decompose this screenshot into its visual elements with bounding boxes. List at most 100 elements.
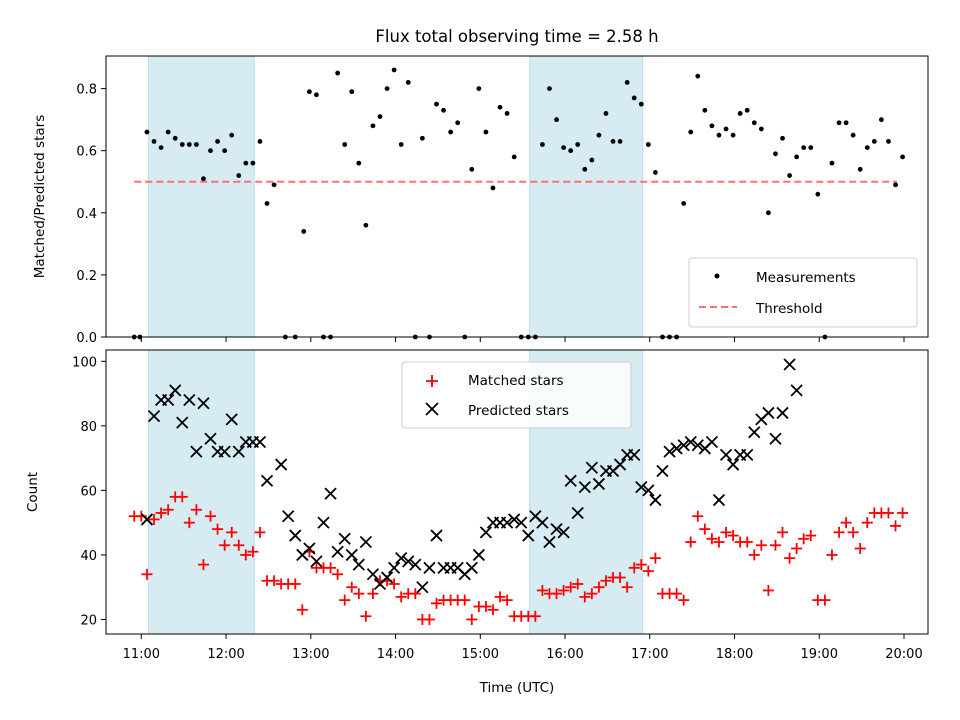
matched-star-point <box>791 542 803 554</box>
measurement-point <box>900 154 905 160</box>
measurement-point <box>455 120 461 126</box>
measurement-point <box>306 89 312 95</box>
shaded-interval <box>147 55 255 338</box>
measurement-point <box>850 132 856 138</box>
matched-star-point <box>600 575 612 587</box>
predicted-star-point <box>430 529 443 542</box>
predicted-star-point <box>352 558 365 571</box>
measurement-point <box>843 120 849 126</box>
x-tick-label: 16:00 <box>546 647 583 662</box>
measurement-point <box>172 135 178 141</box>
matched-star-point <box>621 581 633 593</box>
predicted-star-point <box>783 358 796 371</box>
predicted-star-point <box>557 526 570 539</box>
matched-star-point <box>254 526 266 538</box>
measurement-point <box>419 135 425 141</box>
measurement-point <box>751 120 757 126</box>
measurement-point <box>638 101 644 107</box>
predicted-star-point <box>536 516 549 529</box>
matched-star-point <box>579 591 591 603</box>
measurement-point <box>681 201 687 206</box>
top-y-axis-label: Matched/Predicted stars <box>32 115 48 278</box>
matched-star-point <box>614 572 626 584</box>
measurement-point <box>483 129 489 135</box>
predicted-star-point <box>776 406 789 420</box>
measurement-point <box>215 138 220 144</box>
predicted-star-point <box>387 561 401 574</box>
predicted-star-point <box>225 413 238 426</box>
matched-star-point <box>762 584 774 596</box>
measurement-point <box>144 129 150 135</box>
predicted-star-point <box>472 548 486 562</box>
predicted-star-point <box>642 484 655 497</box>
predicted-star-point <box>508 513 521 526</box>
matched-star-point <box>212 523 224 535</box>
y-tick-label: 20 <box>80 613 97 628</box>
bottom-x-ticks: 11:00 12:00 13:00 14:00 15:00 16:00 17:00 18:00… <box>123 634 923 662</box>
y-tick-label: 100 <box>72 355 97 370</box>
predicted-star-point <box>613 458 627 471</box>
measurement-point <box>829 160 835 166</box>
measurement-point <box>370 123 376 129</box>
measurement-point <box>377 114 383 119</box>
measurement-point <box>490 185 496 191</box>
measurement-point <box>716 132 722 138</box>
measurement-point <box>179 142 185 147</box>
measurement-point <box>165 129 171 135</box>
x-tick-label: 20:00 <box>885 647 922 662</box>
measurements-legend-marker <box>714 273 720 279</box>
matched-star-point <box>798 533 810 545</box>
matched-star-point <box>430 597 442 609</box>
measurement-point <box>335 70 341 76</box>
predicted-star-point <box>310 555 323 568</box>
matched-star-point <box>148 513 160 525</box>
measurement-point <box>243 160 249 166</box>
shaded-interval <box>529 55 644 338</box>
y-tick-label: 0.8 <box>76 83 97 98</box>
measurement-point <box>836 120 842 126</box>
y-tick-label: 60 <box>80 484 97 499</box>
matched-star-point <box>565 581 577 593</box>
predicted-stars-legend-marker <box>425 402 439 416</box>
matched-star-point <box>628 562 640 574</box>
measurement-point <box>497 104 503 110</box>
matched-star-point <box>748 549 760 561</box>
matched-stars-legend-label: Matched stars <box>468 373 564 389</box>
matched-star-point <box>197 559 209 571</box>
predicted-star-point <box>324 487 337 500</box>
measurement-point <box>469 166 475 172</box>
predicted-star-point <box>169 384 182 397</box>
predicted-star-point <box>197 397 210 410</box>
matched-star-point <box>642 565 654 577</box>
top-legend: Measurements Threshold <box>688 257 918 328</box>
matched-star-point <box>671 588 683 600</box>
measurement-point <box>758 126 764 132</box>
matched-star-point <box>805 530 817 542</box>
predicted-stars-legend-label: Predicted stars <box>468 403 569 419</box>
measurement-point <box>568 148 574 154</box>
predicted-star-point <box>140 513 154 526</box>
y-tick-label: 40 <box>80 549 97 564</box>
predicted-star-point <box>282 510 295 523</box>
matched-star-point <box>854 542 866 554</box>
measurement-point <box>730 132 736 138</box>
x-tick-label: 11:00 <box>123 647 160 662</box>
top-plot-frame <box>105 55 929 338</box>
predicted-star-point <box>515 516 528 529</box>
predicted-star-point <box>677 439 690 452</box>
bottom-panel: 20 40 60 80 100 11:00 12:00 13:00 14:00 15:00 16:… <box>25 349 929 696</box>
predicted-star-point <box>395 552 408 565</box>
measurement-point <box>398 142 404 147</box>
matched-star-point <box>890 520 902 532</box>
y-tick-label: 0.6 <box>76 145 97 160</box>
top-legend-box <box>688 257 918 328</box>
matched-star-point <box>769 539 781 551</box>
matched-star-point <box>339 594 351 606</box>
predicted-star-point <box>741 448 754 462</box>
matched-star-point <box>678 594 690 606</box>
measurement-point <box>702 107 708 113</box>
measurement-point <box>441 107 446 113</box>
predicted-star-point <box>338 532 351 545</box>
predicted-star-point <box>380 571 394 584</box>
